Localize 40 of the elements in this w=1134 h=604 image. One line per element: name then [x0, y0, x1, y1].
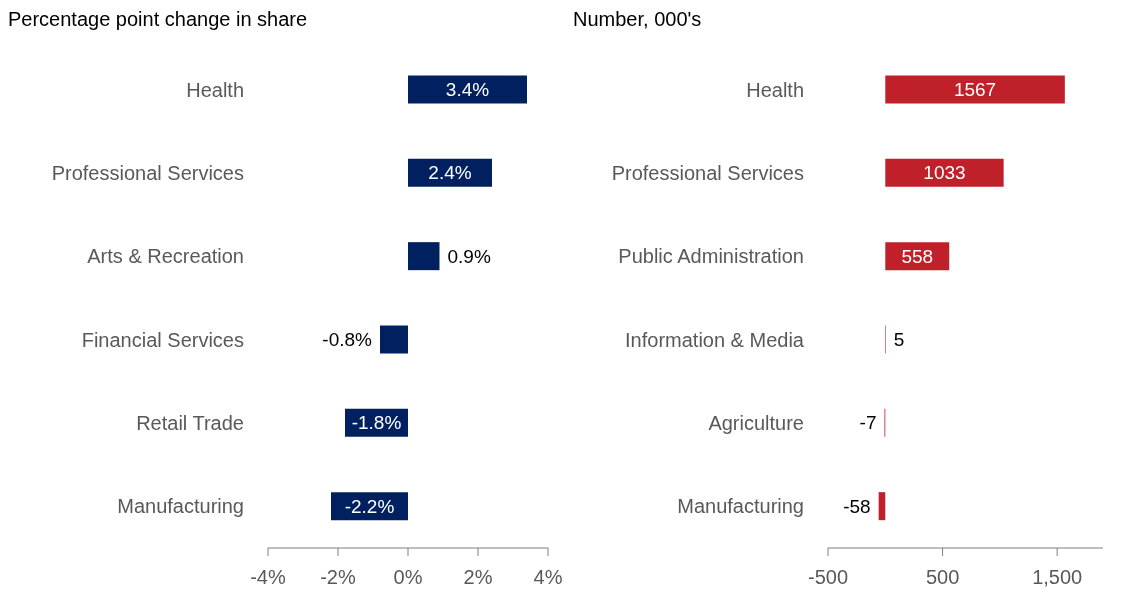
- data-label: -58: [843, 495, 871, 517]
- bar: [408, 242, 440, 271]
- y-tick-label: Agriculture: [708, 412, 804, 435]
- data-label: -1.8%: [351, 412, 402, 434]
- y-tick-label: Financial Services: [81, 328, 244, 351]
- y-tick-label: Retail Trade: [136, 412, 244, 435]
- data-label: 2.4%: [428, 162, 472, 184]
- data-label: 558: [901, 245, 934, 267]
- y-tick-label: Information & Media: [625, 328, 805, 351]
- x-tick-label: -2%: [320, 566, 356, 589]
- bar: [878, 492, 886, 521]
- data-label: -7: [859, 412, 877, 434]
- data-label: -2.2%: [344, 495, 395, 517]
- x-tick-label: 500: [925, 566, 960, 589]
- x-tick-label: 4%: [533, 566, 563, 589]
- data-label: 1033: [923, 162, 966, 184]
- chart-subtitle: Percentage point change in share: [8, 8, 309, 32]
- y-tick-label: Professional Services: [611, 162, 804, 185]
- data-label: 3.4%: [445, 79, 490, 101]
- data-label: 1567: [953, 79, 997, 101]
- data-label: 0.9%: [447, 245, 491, 267]
- bar: [885, 158, 1004, 187]
- bar: [885, 75, 1065, 104]
- y-tick-label: Manufacturing: [117, 495, 244, 518]
- y-tick-label: Public Administration: [618, 245, 804, 268]
- y-tick-label: Manufacturing: [677, 495, 804, 518]
- y-tick-label: Health: [746, 78, 804, 101]
- y-tick-label: Health: [186, 78, 244, 101]
- x-tick-label: 0%: [393, 566, 423, 589]
- x-tick-label: -500: [807, 566, 849, 589]
- x-tick-label: -4%: [250, 566, 286, 589]
- x-tick-label: 1,500: [1032, 566, 1083, 589]
- data-label: 5: [893, 329, 905, 351]
- bar: [408, 75, 527, 104]
- bar: [380, 325, 408, 354]
- x-tick-label: 2%: [463, 566, 493, 589]
- y-tick-label: Arts & Recreation: [87, 245, 244, 268]
- y-tick-label: Professional Services: [51, 162, 244, 185]
- data-label: -0.8%: [322, 329, 373, 351]
- text: Number, 000's: [573, 8, 703, 32]
